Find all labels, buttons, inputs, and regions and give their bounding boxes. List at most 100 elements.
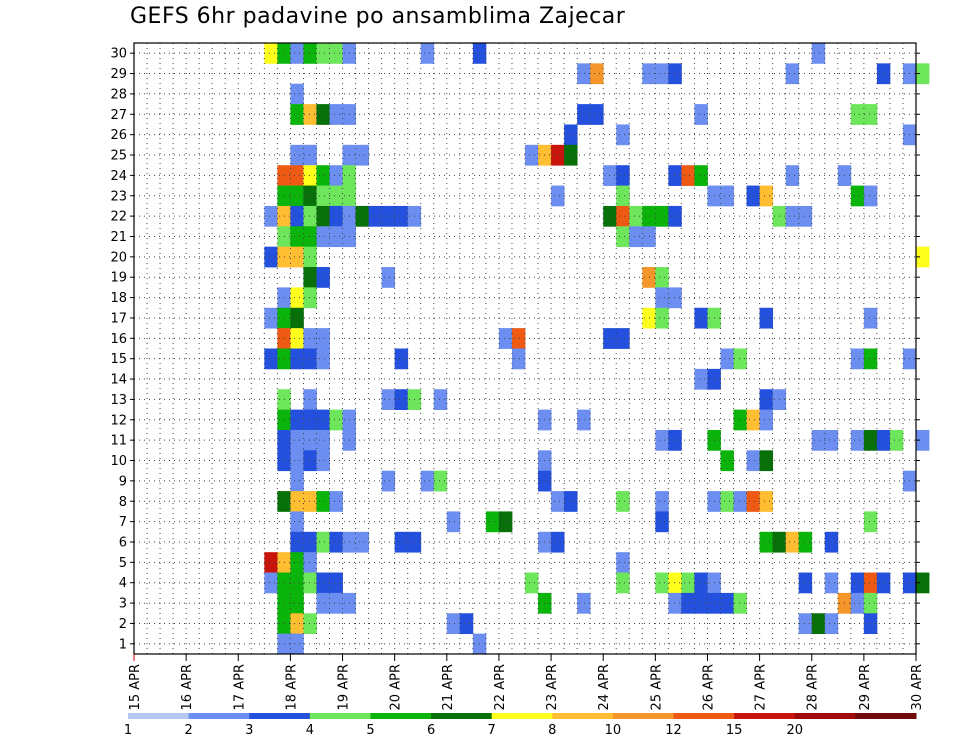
heatmap-cell: [759, 185, 774, 207]
heatmap-cell: [785, 205, 800, 227]
heatmap-cell: [290, 409, 304, 431]
heatmap-cell: [303, 267, 317, 288]
heatmap-cell: [655, 307, 669, 329]
colorbar-label: 3: [245, 723, 253, 738]
heatmap-cell: [303, 491, 317, 512]
x-tick-label: 27 APR: [754, 664, 769, 710]
colorbar-swatch: [128, 713, 190, 719]
heatmap-cell: [863, 104, 878, 125]
heatmap-cell: [511, 348, 526, 370]
heatmap-cell: [759, 389, 774, 410]
colorbar-swatch: [188, 713, 250, 719]
heatmap-cell: [577, 104, 591, 125]
y-tick-label: 26: [110, 128, 127, 143]
heatmap-cell: [290, 104, 304, 125]
heatmap-cell: [316, 450, 330, 472]
heatmap-cell: [616, 205, 630, 227]
heatmap-cell: [290, 592, 304, 614]
colorbar-swatch: [431, 713, 493, 719]
heatmap-cell: [889, 429, 904, 451]
heatmap-cell: [863, 307, 878, 329]
x-tick-label: 30 APR: [910, 664, 925, 710]
y-tick-label: 28: [110, 87, 127, 102]
heatmap-cell: [303, 348, 317, 370]
heatmap-cell: [629, 205, 643, 227]
heatmap-cell: [394, 205, 409, 227]
heatmap-cell: [303, 205, 317, 227]
heatmap-cell: [694, 592, 708, 614]
heatmap-cell: [916, 246, 930, 268]
heatmap-cell: [655, 511, 669, 533]
heatmap-cell: [303, 409, 317, 431]
heatmap-cell: [681, 572, 695, 594]
x-tick-label: 18 APR: [284, 664, 299, 710]
heatmap-cell: [290, 470, 304, 492]
y-tick-label: 25: [110, 149, 127, 164]
heatmap-cell: [394, 531, 409, 553]
y-tick-label: 17: [110, 311, 127, 326]
heatmap-cell: [329, 226, 343, 248]
y-tick-label: 2: [119, 617, 127, 632]
heatmap-cell: [681, 165, 695, 186]
heatmap-cell: [433, 389, 448, 410]
heatmap-cell: [668, 63, 682, 85]
colorbar-swatch: [552, 713, 614, 719]
colorbar-label: 20: [786, 723, 803, 738]
heatmap-cell: [720, 592, 734, 614]
heatmap-cell: [264, 246, 278, 268]
colorbar-swatch: [734, 713, 796, 719]
heatmap-cell: [850, 429, 865, 451]
heatmap-cell: [863, 592, 878, 614]
heatmap-cell: [668, 592, 682, 614]
y-tick-label: 19: [110, 271, 127, 286]
y-tick-label: 12: [110, 413, 127, 428]
heatmap-cell: [876, 63, 891, 85]
heatmap-cell: [668, 287, 682, 309]
heatmap-cell: [668, 429, 682, 451]
grid-lines: [134, 43, 916, 654]
heatmap-cell: [329, 572, 343, 594]
y-tick-label: 10: [110, 454, 127, 469]
y-tick-label: 29: [110, 67, 127, 82]
y-tick-label: 22: [110, 210, 127, 225]
colorbar-label: 12: [665, 723, 682, 738]
heatmap-cell: [551, 144, 565, 166]
y-tick-label: 27: [110, 108, 127, 123]
heatmap-cell: [655, 572, 669, 594]
heatmap-cell: [785, 165, 800, 186]
heatmap-cell: [616, 165, 630, 186]
heatmap-cell: [420, 43, 435, 64]
heatmap-cell: [381, 470, 396, 492]
heatmap-cell: [785, 63, 800, 85]
heatmap-cell: [668, 165, 682, 186]
heatmap-cell: [720, 491, 734, 512]
heatmap-cell: [290, 226, 304, 248]
colorbar-label: 5: [366, 723, 374, 738]
heatmap-cell: [329, 409, 343, 431]
x-tick-label: 19 APR: [337, 664, 352, 710]
heatmap-cell: [381, 205, 396, 227]
heatmap-cell: [694, 165, 708, 186]
heatmap-cell: [290, 511, 304, 533]
heatmap-cell: [655, 429, 669, 451]
heatmap-cell: [316, 328, 330, 349]
heatmap-cell: [355, 531, 369, 553]
heatmap-cell: [733, 409, 747, 431]
y-tick-label: 20: [110, 250, 127, 265]
x-tick-label: 25 APR: [649, 664, 664, 710]
heatmap-cell: [525, 144, 539, 166]
heatmap-cell: [264, 552, 278, 573]
heatmap-cell: [668, 572, 682, 594]
heatmap-cell: [446, 613, 461, 635]
heatmap-cell: [316, 104, 330, 125]
x-tick-label: 29 APR: [858, 664, 873, 710]
heatmap-cell: [616, 552, 630, 573]
heatmap-cell: [433, 470, 448, 492]
heatmap-cell: [303, 144, 317, 166]
y-tick-label: 5: [119, 556, 127, 571]
plot-frame: [133, 42, 917, 655]
y-tick-label: 24: [110, 169, 127, 184]
heatmap-cell: [811, 43, 826, 64]
heatmap-cell: [511, 328, 526, 349]
